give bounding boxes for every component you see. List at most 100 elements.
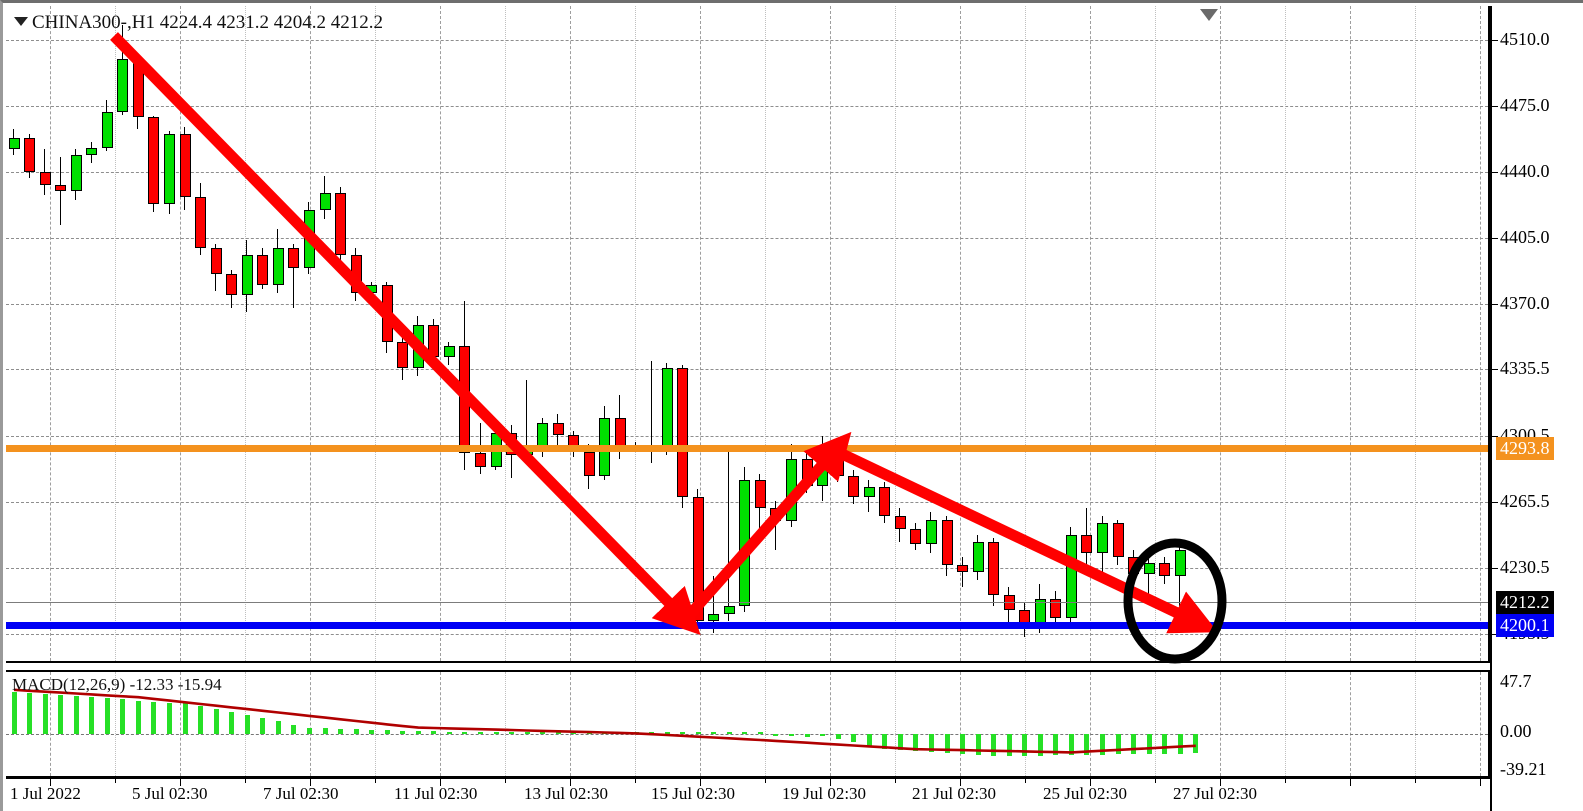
macd-histogram-bar bbox=[73, 696, 79, 734]
candle-body-bullish bbox=[817, 447, 829, 486]
candlestick bbox=[894, 6, 906, 661]
time-gridline bbox=[1415, 6, 1416, 661]
candlestick bbox=[148, 6, 160, 661]
candlestick bbox=[381, 6, 393, 661]
price-tick-label: 4405.0 bbox=[1500, 227, 1550, 248]
candle-body-bullish bbox=[8, 138, 20, 150]
candlestick bbox=[537, 6, 549, 661]
candle-body-bearish bbox=[148, 117, 160, 205]
macd-gridline bbox=[570, 672, 571, 776]
time-tick bbox=[960, 779, 961, 786]
macd-histogram-bar bbox=[338, 728, 344, 734]
candlestick bbox=[506, 6, 518, 661]
time-gridline bbox=[700, 6, 701, 661]
price-tick-label: 4510.0 bbox=[1500, 28, 1550, 49]
time-tick bbox=[895, 779, 896, 783]
macd-gridline bbox=[505, 672, 506, 776]
candlestick bbox=[552, 6, 564, 661]
candle-body-bullish bbox=[925, 519, 937, 545]
candlestick bbox=[1003, 6, 1015, 661]
time-tick bbox=[115, 779, 116, 783]
candle-body-bullish bbox=[164, 134, 175, 205]
macd-gridline bbox=[440, 672, 441, 776]
macd-indicator-pane[interactable]: MACD(12,26,9) -12.33 -15.94 bbox=[6, 670, 1490, 778]
macd-gridline bbox=[115, 672, 116, 776]
candlestick bbox=[925, 6, 937, 661]
candle-body-bullish bbox=[241, 255, 253, 295]
candlestick bbox=[910, 6, 922, 661]
macd-histogram-bar bbox=[1146, 734, 1152, 754]
time-tick bbox=[50, 779, 51, 786]
candle-body-bullish bbox=[101, 111, 113, 148]
candlestick bbox=[786, 6, 797, 661]
candlestick bbox=[677, 6, 689, 661]
triangle-down-icon[interactable] bbox=[14, 17, 28, 26]
macd-histogram-bar bbox=[928, 734, 934, 752]
macd-histogram-bar bbox=[493, 732, 499, 734]
macd-histogram-bar bbox=[1177, 734, 1183, 754]
candlestick bbox=[599, 6, 611, 661]
macd-histogram-bar bbox=[897, 734, 903, 750]
candle-body-bearish bbox=[848, 476, 860, 497]
time-tick-label: 7 Jul 02:30 bbox=[263, 784, 339, 803]
candlestick bbox=[117, 6, 129, 661]
macd-gridline bbox=[895, 672, 896, 776]
time-tick-label: 21 Jul 02:30 bbox=[912, 784, 997, 803]
candlestick bbox=[1112, 6, 1124, 661]
macd-gridline bbox=[960, 672, 961, 776]
resistance-price-badge[interactable]: 4293.8 bbox=[1496, 437, 1554, 461]
price-chart-pane[interactable]: CHINA300-,H1 4224.4 4231.2 4204.2 4212.2 bbox=[6, 6, 1490, 663]
candle-body-bearish bbox=[179, 134, 191, 197]
price-tick-label: 4475.0 bbox=[1500, 95, 1550, 116]
price-tick-label: 4370.0 bbox=[1500, 293, 1550, 314]
candle-body-bullish bbox=[412, 325, 424, 369]
candle-body-bearish bbox=[55, 185, 67, 191]
macd-histogram-bar bbox=[384, 730, 390, 734]
candlestick bbox=[1174, 6, 1186, 661]
time-gridline bbox=[1350, 6, 1351, 661]
candle-body-bearish bbox=[754, 479, 766, 509]
candle-body-bearish bbox=[459, 345, 471, 454]
time-gridline bbox=[115, 6, 116, 661]
current-price-badge[interactable]: 4212.2 bbox=[1496, 591, 1554, 615]
price-tick-label: 4265.5 bbox=[1500, 490, 1550, 511]
macd-zero-line bbox=[6, 734, 1488, 735]
macd-histogram-bar bbox=[944, 734, 950, 753]
time-tick bbox=[1090, 779, 1091, 786]
price-axis[interactable]: 4510.0 4475.0 4440.0 4405.0 4370.0 4335.5 4300… bbox=[1490, 6, 1583, 811]
macd-signal-path bbox=[13, 688, 1196, 754]
macd-histogram-bar bbox=[135, 700, 141, 734]
macd-histogram-bar bbox=[198, 705, 204, 734]
candlestick bbox=[195, 6, 207, 661]
macd-axis-label: 47.7 bbox=[1500, 671, 1532, 691]
macd-axis-label: -39.21 bbox=[1500, 759, 1547, 779]
candlestick bbox=[630, 6, 642, 661]
candle-body-bullish bbox=[366, 285, 378, 293]
macd-histogram-bar bbox=[446, 731, 452, 734]
macd-histogram-bar bbox=[415, 730, 421, 734]
candle-body-bullish bbox=[708, 613, 720, 622]
support-price-badge[interactable]: 4200.1 bbox=[1496, 614, 1554, 638]
current-price-line bbox=[6, 602, 1488, 604]
resistance-line bbox=[6, 445, 1488, 453]
candlestick bbox=[350, 6, 362, 661]
candlestick bbox=[957, 6, 969, 661]
time-tick bbox=[830, 779, 831, 786]
price-tick bbox=[1490, 106, 1498, 108]
time-gridline bbox=[830, 6, 831, 661]
time-tick-label: 15 Jul 02:30 bbox=[651, 784, 736, 803]
candle-body-bearish bbox=[24, 138, 36, 173]
time-gridline bbox=[1480, 6, 1481, 661]
candlestick bbox=[583, 6, 595, 661]
macd-histogram-bar bbox=[1053, 734, 1059, 756]
price-tick bbox=[1490, 304, 1498, 306]
candlestick bbox=[646, 6, 658, 661]
time-axis[interactable]: 1 Jul 2022 5 Jul 02:30 7 Jul 02:30 11 Jul 0… bbox=[6, 778, 1490, 811]
macd-histogram-bar bbox=[664, 732, 670, 734]
candlestick bbox=[941, 6, 953, 661]
candle-body-bullish bbox=[70, 155, 82, 191]
candle-body-bearish bbox=[1128, 557, 1140, 575]
candlestick bbox=[86, 6, 98, 661]
macd-histogram-bar bbox=[711, 731, 717, 734]
candlestick bbox=[848, 6, 860, 661]
